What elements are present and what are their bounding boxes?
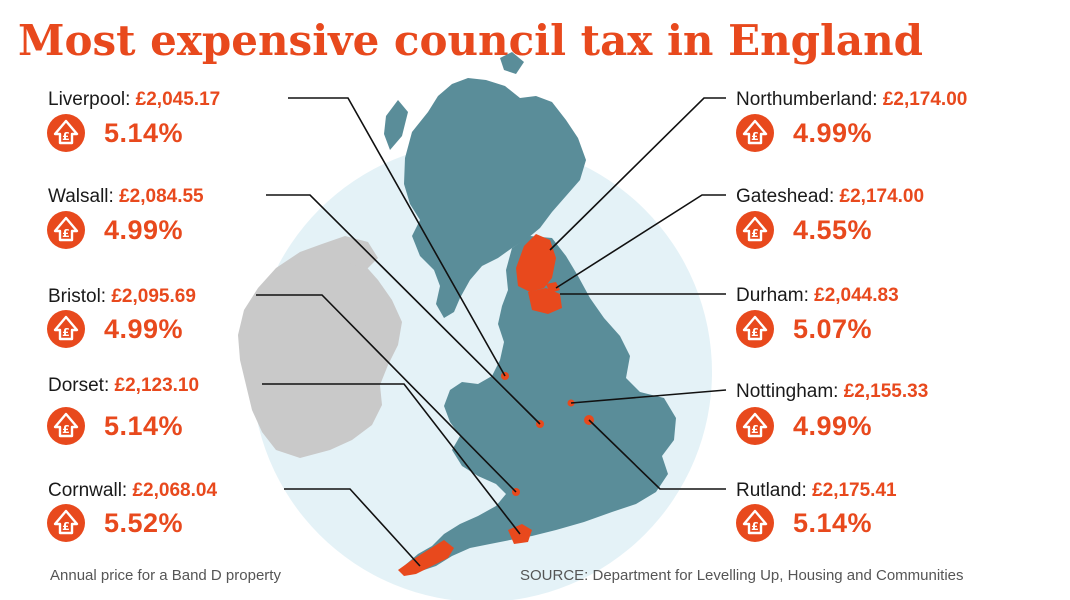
change-walsall: 4.99%	[104, 215, 184, 245]
label-rutland: Rutland: £2,175.41	[736, 479, 897, 503]
change-northumberland: 4.99%	[793, 118, 873, 148]
price-nottingham: £2,155.33	[843, 381, 929, 402]
name-cornwall: Cornwall:	[48, 480, 128, 501]
england-wales-landmass	[404, 236, 676, 572]
pound-up-arrow-icon: £	[736, 114, 774, 152]
badge-glyph: £	[62, 423, 70, 436]
pound-up-arrow-icon: £	[736, 310, 774, 348]
badge-glyph: £	[751, 130, 759, 143]
badge-glyph: £	[751, 227, 759, 240]
price-northumberland: £2,174.00	[882, 89, 968, 110]
change-nottingham: 4.99%	[793, 411, 873, 441]
price-liverpool: £2,045.17	[135, 89, 221, 110]
change-gateshead: 4.55%	[793, 215, 873, 245]
badge-glyph: £	[751, 423, 759, 436]
name-liverpool: Liverpool:	[48, 89, 131, 110]
leader-gateshead	[555, 194, 726, 289]
badge-glyph: £	[62, 326, 70, 339]
name-northumberland: Northumberland:	[736, 89, 878, 110]
label-liverpool: Liverpool: £2,045.17	[48, 88, 220, 112]
price-walsall: £2,084.55	[119, 186, 204, 207]
pound-up-arrow-icon: £	[47, 211, 85, 249]
leader-cornwall	[284, 488, 421, 567]
label-gateshead: Gateshead: £2,174.00	[736, 185, 924, 209]
name-nottingham: Nottingham:	[736, 381, 839, 402]
price-cornwall: £2,068.04	[132, 480, 218, 501]
label-walsall: Walsall: £2,084.55	[48, 185, 204, 209]
price-durham: £2,044.83	[814, 285, 899, 306]
price-gateshead: £2,174.00	[839, 186, 925, 207]
durham-area	[528, 288, 562, 314]
cornwall-area	[398, 540, 454, 576]
price-rutland: £2,175.41	[812, 480, 897, 501]
footnote-source: SOURCE: Department for Levelling Up, Hou…	[520, 567, 964, 584]
name-dorset: Dorset:	[48, 375, 110, 396]
leader-lines	[256, 97, 727, 567]
leader-nottingham	[570, 389, 727, 404]
change-cornwall: 5.52%	[104, 508, 184, 538]
scotland-landmass	[404, 78, 586, 318]
label-durham: Durham: £2,044.83	[736, 284, 899, 308]
pound-up-arrow-icon: £	[47, 114, 85, 152]
name-durham: Durham:	[736, 285, 809, 306]
label-bristol: Bristol: £2,095.69	[48, 285, 196, 309]
hebrides-islands	[384, 100, 408, 150]
leader-dorset	[262, 383, 521, 535]
label-cornwall: Cornwall: £2,068.04	[48, 479, 217, 503]
leader-northumberland	[549, 97, 726, 251]
label-northumberland: Northumberland: £2,174.00	[736, 88, 967, 112]
change-rutland: 5.14%	[793, 508, 873, 538]
pound-up-arrow-icon: £	[47, 407, 85, 445]
name-walsall: Walsall:	[48, 186, 114, 207]
leader-bristol	[256, 294, 517, 493]
change-dorset: 5.14%	[104, 411, 184, 441]
label-nottingham: Nottingham: £2,155.33	[736, 380, 928, 404]
badge-glyph: £	[62, 227, 70, 240]
badge-glyph: £	[62, 130, 70, 143]
badge-glyph: £	[751, 326, 759, 339]
northern-ireland	[322, 236, 378, 270]
gateshead-area	[546, 282, 560, 293]
change-liverpool: 5.14%	[104, 118, 184, 148]
name-bristol: Bristol:	[48, 286, 107, 307]
pound-up-arrow-icon: £	[736, 211, 774, 249]
pound-up-arrow-icon: £	[47, 310, 85, 348]
leader-liverpool	[288, 97, 506, 377]
pound-up-arrow-icon: £	[736, 504, 774, 542]
change-bristol: 4.99%	[104, 314, 184, 344]
label-dorset: Dorset: £2,123.10	[48, 374, 199, 398]
badge-glyph: £	[62, 520, 70, 533]
pound-up-arrow-icon: £	[47, 504, 85, 542]
badge-glyph: £	[751, 520, 759, 533]
orkney-islands	[500, 52, 524, 74]
leader-rutland	[588, 419, 726, 490]
northumberland-area	[516, 234, 556, 292]
pound-up-arrow-icon: £	[736, 407, 774, 445]
price-bristol: £2,095.69	[111, 286, 196, 307]
change-durham: 5.07%	[793, 314, 873, 344]
ireland-landmass	[238, 244, 402, 458]
footnote-band-d: Annual price for a Band D property	[50, 567, 281, 584]
price-dorset: £2,123.10	[114, 375, 200, 396]
name-rutland: Rutland:	[736, 480, 807, 501]
name-gateshead: Gateshead:	[736, 186, 835, 207]
leader-walsall	[266, 194, 541, 425]
page-title: Most expensive council tax in England	[18, 16, 924, 65]
